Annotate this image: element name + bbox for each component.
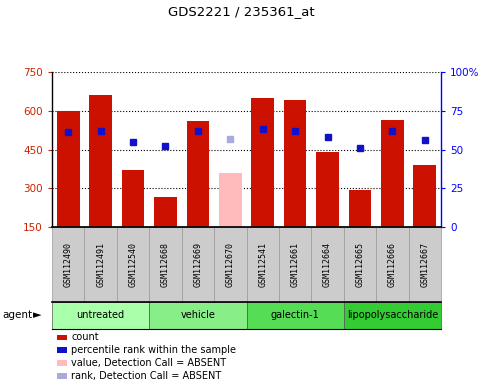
Text: GSM112666: GSM112666 — [388, 242, 397, 287]
Bar — [186, 121, 209, 227]
Text: lipopolysaccharide: lipopolysaccharide — [347, 311, 438, 321]
Text: GSM112667: GSM112667 — [420, 242, 429, 287]
Bar — [219, 173, 242, 227]
Bar — [381, 120, 404, 227]
Text: galectin-1: galectin-1 — [271, 311, 319, 321]
Text: GDS2221 / 235361_at: GDS2221 / 235361_at — [168, 5, 315, 18]
Text: GSM112540: GSM112540 — [128, 242, 138, 287]
Text: GSM112668: GSM112668 — [161, 242, 170, 287]
Text: GSM112669: GSM112669 — [193, 242, 202, 287]
Bar — [284, 101, 307, 227]
Text: agent: agent — [2, 311, 32, 321]
Text: percentile rank within the sample: percentile rank within the sample — [71, 345, 236, 355]
Text: GSM112664: GSM112664 — [323, 242, 332, 287]
Bar — [154, 197, 177, 227]
Bar — [251, 98, 274, 227]
Text: GSM112670: GSM112670 — [226, 242, 235, 287]
Text: untreated: untreated — [77, 311, 125, 321]
Text: GSM112491: GSM112491 — [96, 242, 105, 287]
Text: vehicle: vehicle — [181, 311, 215, 321]
Text: value, Detection Call = ABSENT: value, Detection Call = ABSENT — [71, 358, 227, 368]
Text: GSM112490: GSM112490 — [64, 242, 73, 287]
Bar — [57, 111, 80, 227]
Text: count: count — [71, 332, 99, 342]
Bar — [122, 170, 144, 227]
Bar — [413, 165, 436, 227]
Text: GSM112665: GSM112665 — [355, 242, 365, 287]
Bar — [349, 190, 371, 227]
Text: ►: ► — [33, 311, 41, 321]
Text: GSM112541: GSM112541 — [258, 242, 267, 287]
Bar — [89, 95, 112, 227]
Text: GSM112661: GSM112661 — [291, 242, 299, 287]
Text: rank, Detection Call = ABSENT: rank, Detection Call = ABSENT — [71, 371, 222, 381]
Bar — [316, 152, 339, 227]
